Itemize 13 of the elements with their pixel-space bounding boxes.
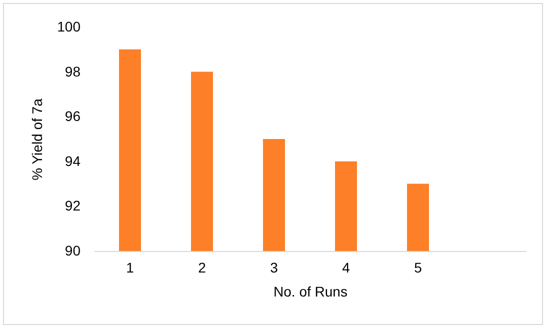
x-tick-label: 4 bbox=[342, 260, 350, 276]
x-tick-label: 1 bbox=[126, 260, 134, 276]
x-tick-label: 3 bbox=[270, 260, 278, 276]
y-tick-label: 100 bbox=[57, 18, 81, 34]
y-tick-label: 96 bbox=[64, 108, 81, 124]
y-tick-label: 98 bbox=[64, 63, 81, 80]
x-axis-title: No. of Runs bbox=[274, 284, 348, 300]
y-tick-label: 90 bbox=[64, 242, 81, 258]
y-axis-title: % Yield of 7a bbox=[29, 98, 46, 180]
x-tick-label: 2 bbox=[198, 260, 206, 276]
y-tick-label: 94 bbox=[64, 152, 81, 169]
x-tick-label: 5 bbox=[414, 260, 422, 276]
y-tick-label: 92 bbox=[64, 198, 81, 214]
